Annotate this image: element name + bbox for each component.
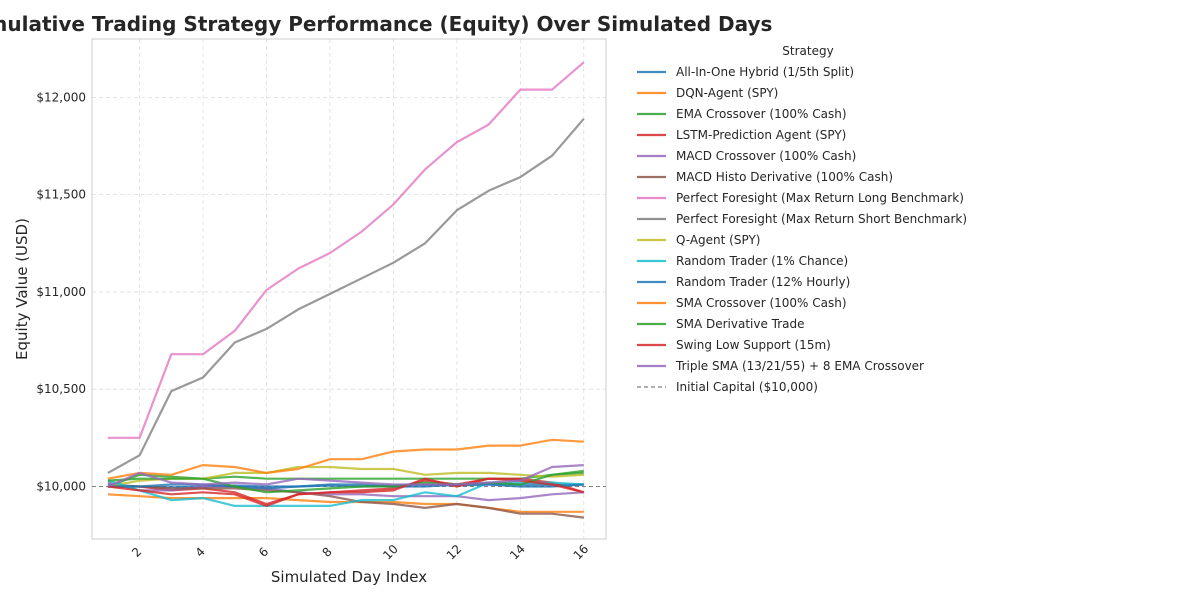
legend-entry: Q-Agent (SPY)	[676, 233, 760, 247]
series-line-13	[107, 469, 584, 494]
grid	[92, 39, 606, 539]
x-tick-label: 2	[129, 545, 144, 560]
legend-entry: Triple SMA (13/21/55) + 8 EMA Crossover	[675, 359, 924, 373]
legend-entry: DQN-Agent (SPY)	[676, 86, 778, 100]
legend-entry: LSTM-Prediction Agent (SPY)	[676, 128, 846, 142]
x-tick-label: 16	[571, 542, 592, 563]
series-line-6	[107, 485, 584, 519]
x-tick-labels: 2 4 6 8 10 12 14 16	[129, 542, 591, 563]
legend-entry: All-In-One Hybrid (1/5th Split)	[676, 65, 854, 79]
legend: Strategy All-In-One Hybrid (1/5th Split)…	[637, 44, 967, 394]
legend-entry: Perfect Foresight (Max Return Long Bench…	[676, 191, 964, 205]
series-group	[107, 61, 585, 519]
y-tick-label: $11,000	[36, 285, 86, 299]
x-tick-label: 10	[380, 542, 401, 563]
legend-entry: SMA Crossover (100% Cash)	[676, 296, 847, 310]
y-tick-label: $11,500	[36, 188, 86, 202]
legend-entry: Perfect Foresight (Max Return Short Benc…	[676, 212, 967, 226]
series-line-14	[107, 477, 585, 507]
y-tick-label: $10,500	[36, 382, 86, 396]
legend-entry: Random Trader (1% Chance)	[676, 254, 848, 268]
x-tick-label: 14	[507, 542, 528, 563]
x-tick-label: 4	[193, 545, 208, 560]
series-line-15	[107, 464, 584, 488]
y-tick-labels: $10,000 $10,500 $11,000 $11,500 $12,000	[36, 90, 86, 493]
chart-title: Cumulative Trading Strategy Performance …	[0, 12, 772, 36]
x-tick-label: 6	[256, 545, 271, 560]
plot-frame	[91, 38, 607, 540]
series-line-12	[107, 438, 584, 480]
legend-entry: MACD Crossover (100% Cash)	[676, 149, 856, 163]
y-tick-label: $10,000	[36, 479, 86, 493]
legend-entry: Random Trader (12% Hourly)	[676, 275, 850, 289]
legend-entry: SMA Derivative Trade	[676, 317, 805, 331]
legend-entry: MACD Histo Derivative (100% Cash)	[676, 170, 893, 184]
legend-entry-baseline: Initial Capital ($10,000)	[676, 380, 818, 394]
y-tick-label: $12,000	[36, 90, 86, 104]
x-tick-label: 8	[319, 545, 334, 560]
series-line-7	[107, 61, 585, 439]
x-tick-label: 12	[444, 542, 465, 563]
legend-entry: EMA Crossover (100% Cash)	[676, 107, 847, 121]
y-axis-label: Equity Value (USD)	[13, 218, 31, 360]
legend-title: Strategy	[782, 44, 833, 58]
legend-entry: Swing Low Support (15m)	[676, 338, 831, 352]
x-axis-label: Simulated Day Index	[271, 568, 427, 586]
series-line-8	[107, 118, 585, 474]
